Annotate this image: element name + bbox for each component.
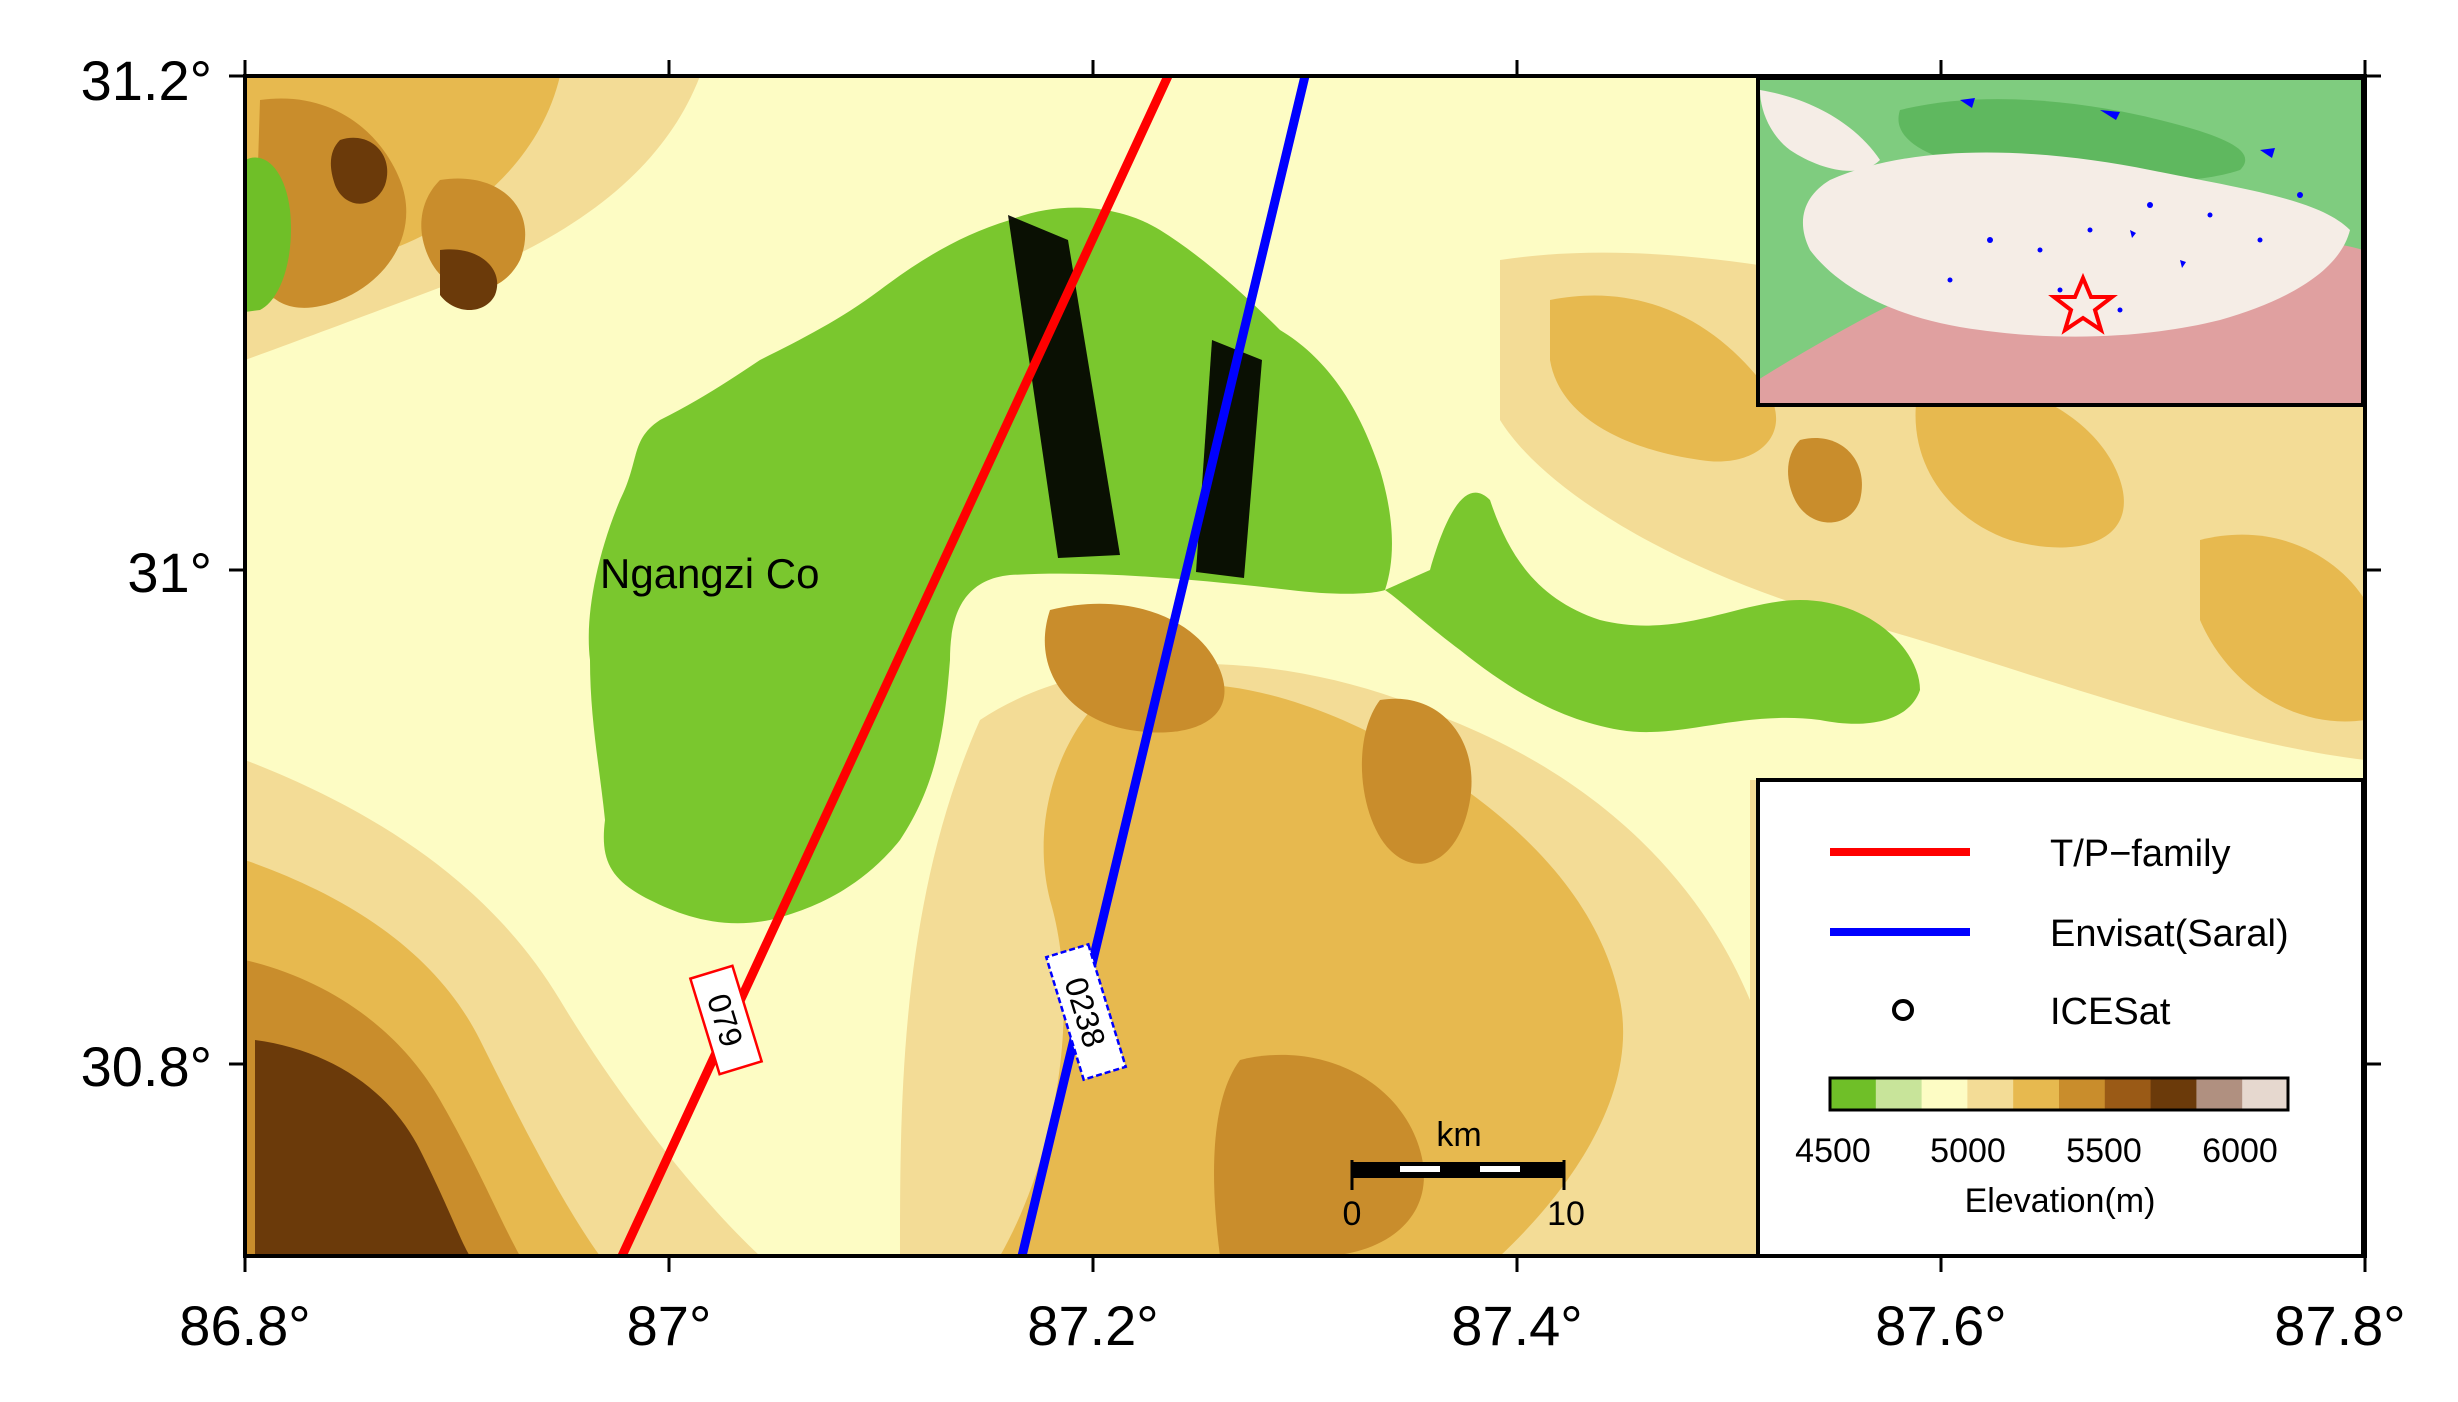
colorbar-segment bbox=[1967, 1078, 2014, 1110]
track-line-0238 bbox=[1017, 76, 1310, 1256]
x-tick-label-86.8: 86.8° bbox=[179, 1294, 310, 1357]
y-tick-label-31.2: 31.2° bbox=[81, 49, 212, 112]
legend-label-envisat: Envisat(Saral) bbox=[2050, 913, 2289, 955]
colorbar-tick-4500: 4500 bbox=[1795, 1132, 1871, 1170]
icesat-track-east bbox=[1196, 340, 1262, 578]
icesat-tracks bbox=[1008, 215, 1262, 578]
track-line-079 bbox=[617, 76, 1173, 1256]
icesat-track-west bbox=[1008, 215, 1120, 558]
colorbar-segment bbox=[2196, 1078, 2243, 1110]
lake-label: Ngangzi Co bbox=[600, 550, 819, 597]
x-tick-label-87.6: 87.6° bbox=[1875, 1294, 2006, 1357]
inset-map bbox=[1756, 76, 2365, 407]
x-tick-label-87.2: 87.2° bbox=[1027, 1294, 1158, 1357]
x-tick-label-87.8: 87.8° bbox=[2274, 1294, 2405, 1357]
track-label-079-box: 079 bbox=[688, 964, 764, 1076]
colorbar-title: Elevation(m) bbox=[1965, 1182, 2156, 1220]
y-tick-label-30.8: 30.8° bbox=[81, 1035, 212, 1098]
study-area-star-icon bbox=[2048, 272, 2118, 335]
colorbar-segment bbox=[1830, 1078, 1877, 1110]
colorbar-segment bbox=[2104, 1078, 2152, 1110]
legend-swatch-icesat bbox=[1892, 999, 1914, 1021]
colorbar-segment bbox=[1875, 1078, 1923, 1110]
map-frame bbox=[243, 74, 2367, 1258]
scale-bar-unit: km bbox=[1436, 1116, 1481, 1154]
elevation-colorbar bbox=[1830, 1078, 2289, 1110]
scale-bar-start: 0 bbox=[1343, 1195, 1362, 1233]
colorbar-segment bbox=[2242, 1078, 2289, 1110]
colorbar-segment bbox=[2013, 1078, 2060, 1110]
lake-ngangzi-co bbox=[588, 207, 1920, 924]
x-tick-label-87.4: 87.4° bbox=[1451, 1294, 1582, 1357]
legend-label-tp: T/P−family bbox=[2050, 833, 2231, 875]
scale-bar: km 0 10 bbox=[1343, 1116, 1585, 1233]
colorbar-tick-5000: 5000 bbox=[1930, 1132, 2006, 1170]
tick-marks bbox=[229, 60, 2381, 1272]
scale-bar-end: 10 bbox=[1547, 1195, 1585, 1233]
colorbar-segment bbox=[2059, 1078, 2106, 1110]
y-tick-label-31: 31° bbox=[127, 541, 212, 604]
colorbar-tick-6000: 6000 bbox=[2202, 1132, 2278, 1170]
legend-label-icesat: ICESat bbox=[2050, 991, 2171, 1033]
colorbar-segment bbox=[2150, 1078, 2197, 1110]
x-tick-label-87: 87° bbox=[627, 1294, 712, 1357]
legend-box: T/P−family Envisat(Saral) ICESat 4500 50… bbox=[1756, 778, 2365, 1258]
colorbar-tick-5500: 5500 bbox=[2066, 1132, 2142, 1170]
colorbar-segment bbox=[1921, 1078, 1968, 1110]
altimetry-tracks bbox=[617, 76, 1310, 1256]
